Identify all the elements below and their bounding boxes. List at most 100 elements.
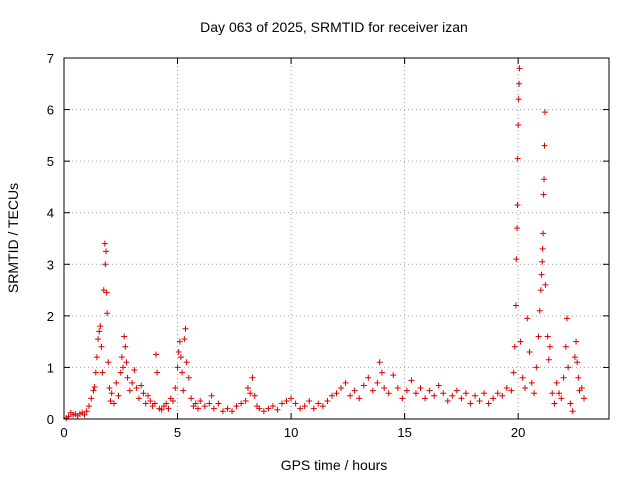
- data-point: [528, 379, 535, 386]
- data-point: [103, 289, 110, 296]
- x-tick-label: 5: [174, 425, 181, 440]
- data-point: [512, 302, 519, 309]
- data-point: [99, 369, 106, 376]
- data-point: [279, 400, 285, 407]
- data-point: [297, 405, 304, 412]
- data-point: [426, 387, 433, 394]
- data-point: [539, 258, 546, 265]
- data-point: [100, 287, 107, 294]
- data-point: [399, 395, 406, 402]
- data-point: [515, 122, 522, 129]
- data-point: [365, 374, 372, 381]
- data-point: [92, 369, 99, 376]
- data-point: [574, 359, 581, 366]
- data-point: [360, 382, 367, 389]
- data-point: [181, 336, 188, 343]
- data-point: [81, 411, 88, 418]
- data-point: [581, 395, 588, 402]
- data-point: [269, 403, 276, 410]
- data-point: [249, 374, 256, 381]
- data-point: [556, 390, 563, 397]
- data-point: [440, 390, 447, 397]
- data-point: [93, 354, 100, 361]
- x-tick-label: 10: [284, 425, 298, 440]
- data-point: [578, 385, 585, 392]
- data-point: [154, 369, 161, 376]
- data-point: [338, 385, 345, 392]
- data-point: [516, 65, 523, 72]
- data-point: [152, 351, 159, 358]
- data-point: [562, 343, 569, 350]
- data-point: [260, 408, 267, 415]
- data-point: [328, 392, 335, 399]
- data-point: [301, 403, 308, 410]
- data-point: [194, 405, 201, 412]
- x-axis-label: GPS time / hours: [281, 457, 388, 473]
- data-point: [537, 287, 544, 294]
- data-point: [540, 191, 547, 198]
- data-point: [123, 359, 130, 366]
- y-tick-label: 5: [47, 154, 54, 169]
- data-point: [102, 261, 109, 268]
- data-point: [292, 400, 299, 407]
- data-point: [378, 369, 385, 376]
- data-point: [499, 392, 506, 399]
- data-point: [176, 338, 183, 345]
- data-point: [544, 333, 551, 340]
- data-point: [133, 385, 140, 392]
- data-point: [503, 385, 510, 392]
- data-point: [165, 405, 172, 412]
- x-tick-label: 15: [397, 425, 411, 440]
- data-point: [516, 80, 523, 87]
- data-point: [274, 406, 281, 413]
- y-tick-label: 1: [47, 360, 54, 375]
- data-point: [98, 343, 105, 350]
- data-point: [472, 392, 479, 399]
- data-point: [101, 240, 108, 247]
- data-point: [524, 315, 531, 322]
- data-point: [319, 403, 326, 410]
- data-point: [188, 395, 195, 402]
- data-point: [113, 379, 120, 386]
- data-point: [539, 245, 546, 252]
- data-point: [467, 400, 474, 407]
- data-point: [210, 405, 217, 412]
- data-point: [283, 397, 290, 404]
- data-point: [110, 400, 117, 407]
- data-point: [172, 385, 179, 392]
- y-axis-label: SRMTID / TECUs: [5, 183, 21, 293]
- data-point: [422, 395, 429, 402]
- data-point: [540, 230, 547, 237]
- data-point: [412, 390, 419, 397]
- plot-frame: [63, 57, 610, 420]
- data-point: [485, 400, 492, 407]
- data-point: [563, 315, 570, 322]
- data-point: [519, 374, 526, 381]
- data-point: [142, 400, 149, 407]
- data-point: [541, 176, 548, 183]
- data-point: [145, 392, 152, 399]
- data-point: [265, 405, 272, 412]
- data-point: [374, 379, 381, 386]
- data-point: [510, 369, 517, 376]
- data-point: [546, 343, 553, 350]
- data-point: [96, 328, 103, 335]
- y-tick-label: 0: [47, 412, 54, 427]
- data-point: [394, 385, 401, 392]
- data-point: [324, 397, 331, 404]
- data-point: [535, 333, 542, 340]
- data-point: [458, 395, 465, 402]
- data-point: [560, 374, 567, 381]
- data-point: [97, 323, 104, 330]
- data-point: [126, 387, 133, 394]
- data-point: [541, 142, 548, 149]
- data-point: [256, 405, 263, 412]
- data-point: [229, 408, 236, 415]
- data-point: [147, 397, 154, 404]
- y-tick-label: 2: [47, 309, 54, 324]
- data-point: [558, 395, 565, 402]
- data-point: [180, 387, 187, 394]
- data-point: [565, 364, 572, 371]
- y-tick-label: 6: [47, 103, 54, 118]
- data-point: [151, 400, 158, 407]
